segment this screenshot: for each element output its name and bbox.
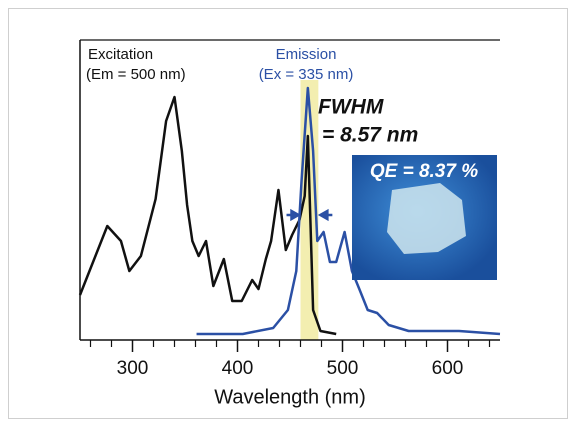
sample-patch [387,183,466,254]
x-tick-label: 600 [432,358,464,379]
series-note: (Ex = 335 nm) [259,66,354,83]
x-tick-label: 400 [222,358,254,379]
series-label: Excitation [88,46,153,63]
fwhm-value: = 8.57 nm [322,124,418,147]
frame [8,8,568,419]
series-note: (Em = 500 nm) [86,66,186,83]
qe-label: QE = 8.37 % [370,161,478,182]
series-label: Emission [276,46,337,63]
fwhm-label: FWHM [318,96,384,119]
x-tick-label: 500 [327,358,359,379]
spectrum-line [196,86,501,336]
fwhm-arrow [317,208,333,222]
plot-area: 300 400 500 600 [78,39,501,379]
fwhm-arrow [286,208,302,222]
x-tick-label: 300 [117,358,149,379]
x-axis-label: Wavelength (nm) [214,386,366,408]
